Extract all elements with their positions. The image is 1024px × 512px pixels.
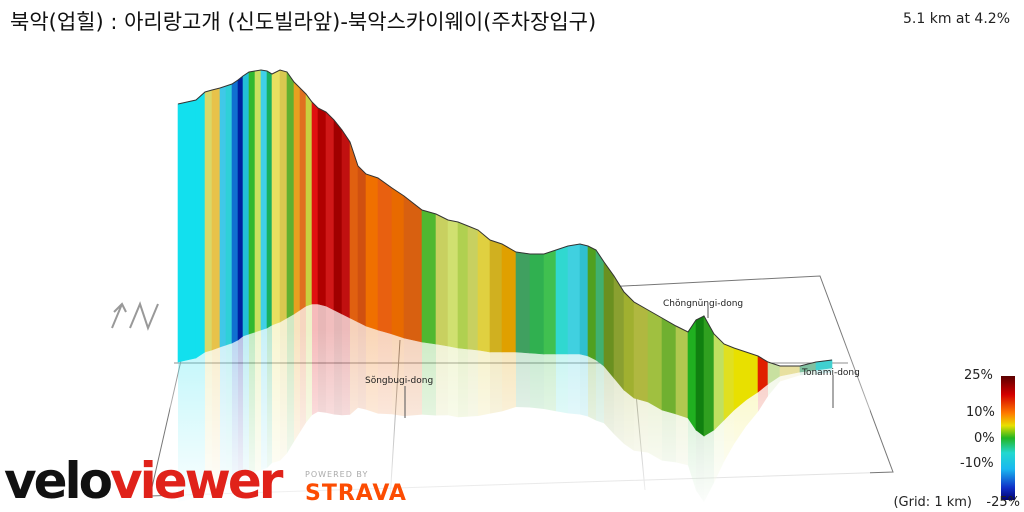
profile-strip — [447, 219, 459, 349]
logo-viewer: viewer — [110, 452, 283, 510]
profile-strip — [349, 141, 359, 323]
profile-strip — [457, 221, 469, 350]
profile-strip — [195, 91, 206, 359]
profile-strip — [237, 75, 244, 341]
profile-strip — [543, 249, 557, 355]
profile-strip — [325, 111, 335, 311]
profile-strip — [745, 351, 759, 401]
profile-strip — [467, 225, 479, 351]
profile-strip — [515, 251, 531, 354]
legend-min: -25% — [986, 495, 1020, 510]
profile-strip — [603, 261, 615, 379]
profile-strip — [489, 239, 503, 353]
profile-strip — [567, 243, 581, 355]
profile-outline — [177, 69, 833, 367]
profile-strip — [633, 301, 649, 403]
profile-strip — [579, 243, 589, 357]
profile-strip — [529, 253, 545, 355]
legend-minus-10: -10% — [960, 456, 994, 471]
grid-note: (Grid: 1 km) — [893, 495, 972, 510]
place-markers: Sŏngbugi-dong Chŏngnŭngi-dong Tonami-don… — [365, 299, 860, 418]
place-label-tonami: Tonami-dong — [801, 368, 860, 378]
profile-strip — [675, 325, 689, 419]
profile-strip — [703, 314, 715, 437]
profile-strip — [266, 70, 273, 329]
profile-strip — [555, 245, 569, 355]
profile-strip — [271, 69, 281, 326]
profile-strip — [317, 107, 327, 307]
profile-strip — [477, 229, 491, 353]
profile-strip — [299, 87, 307, 311]
powered-by-label: POWERED BY — [305, 470, 369, 479]
logo-velo: velo — [4, 452, 113, 510]
profile-strip — [403, 195, 423, 343]
profile-strip — [623, 291, 635, 399]
profile-strip — [311, 101, 319, 305]
profile-strip — [204, 89, 213, 353]
profile-strip — [219, 85, 227, 348]
profile-strip — [242, 71, 250, 337]
profile-strip — [377, 177, 393, 335]
profile-strip — [305, 93, 313, 307]
legend-max: 25% — [964, 368, 993, 383]
profile-strip — [248, 70, 256, 335]
gradient-legend: 25% 10% 0% -10% — [960, 368, 1015, 500]
profile-strip — [357, 165, 367, 327]
profile-strip — [279, 69, 288, 323]
route-title: 북악(업힐) : 아리랑고개 (신도빌라앞)-북악스카이웨이(주차장입구) — [10, 10, 597, 34]
veloviewer-logo[interactable]: veloviewer — [4, 452, 283, 510]
profile-strip — [177, 99, 197, 363]
profile-strip — [421, 209, 437, 345]
profile-strip — [695, 315, 705, 437]
legend-10: 10% — [966, 405, 995, 420]
profile-strip — [733, 347, 747, 411]
profile-strip — [435, 213, 449, 347]
place-label-chongnungi: Chŏngnŭngi-dong — [663, 299, 743, 309]
profile-strip — [613, 274, 625, 391]
profile-strip — [661, 317, 677, 415]
route-stats: 5.1 km at 4.2% — [903, 11, 1010, 27]
profile-strip — [365, 173, 379, 331]
profile-strip — [293, 81, 301, 315]
elevation-profile — [177, 69, 833, 437]
profile-strip — [254, 69, 262, 333]
profile-strip — [687, 319, 697, 431]
legend-color-bar — [1001, 376, 1015, 500]
profile-strip — [595, 249, 605, 367]
place-label-songbugi: Sŏngbugi-dong — [365, 376, 433, 386]
profile-strip — [501, 243, 517, 353]
profile-strip — [286, 71, 295, 319]
profile-strip — [225, 83, 233, 346]
profile-strip — [713, 333, 725, 431]
profile-strip — [260, 69, 268, 331]
profile-strip — [391, 187, 405, 339]
profile-strip — [587, 245, 597, 361]
profile-strip — [231, 79, 239, 344]
profile-strip — [341, 129, 351, 319]
profile-strip — [211, 87, 221, 351]
strava-logo[interactable]: STRAVA — [305, 481, 407, 506]
profile-strip — [647, 309, 663, 411]
north-arrow-icon — [111, 301, 159, 331]
profile-strip — [333, 119, 343, 315]
profile-strip — [723, 343, 735, 421]
legend-0: 0% — [974, 431, 995, 446]
